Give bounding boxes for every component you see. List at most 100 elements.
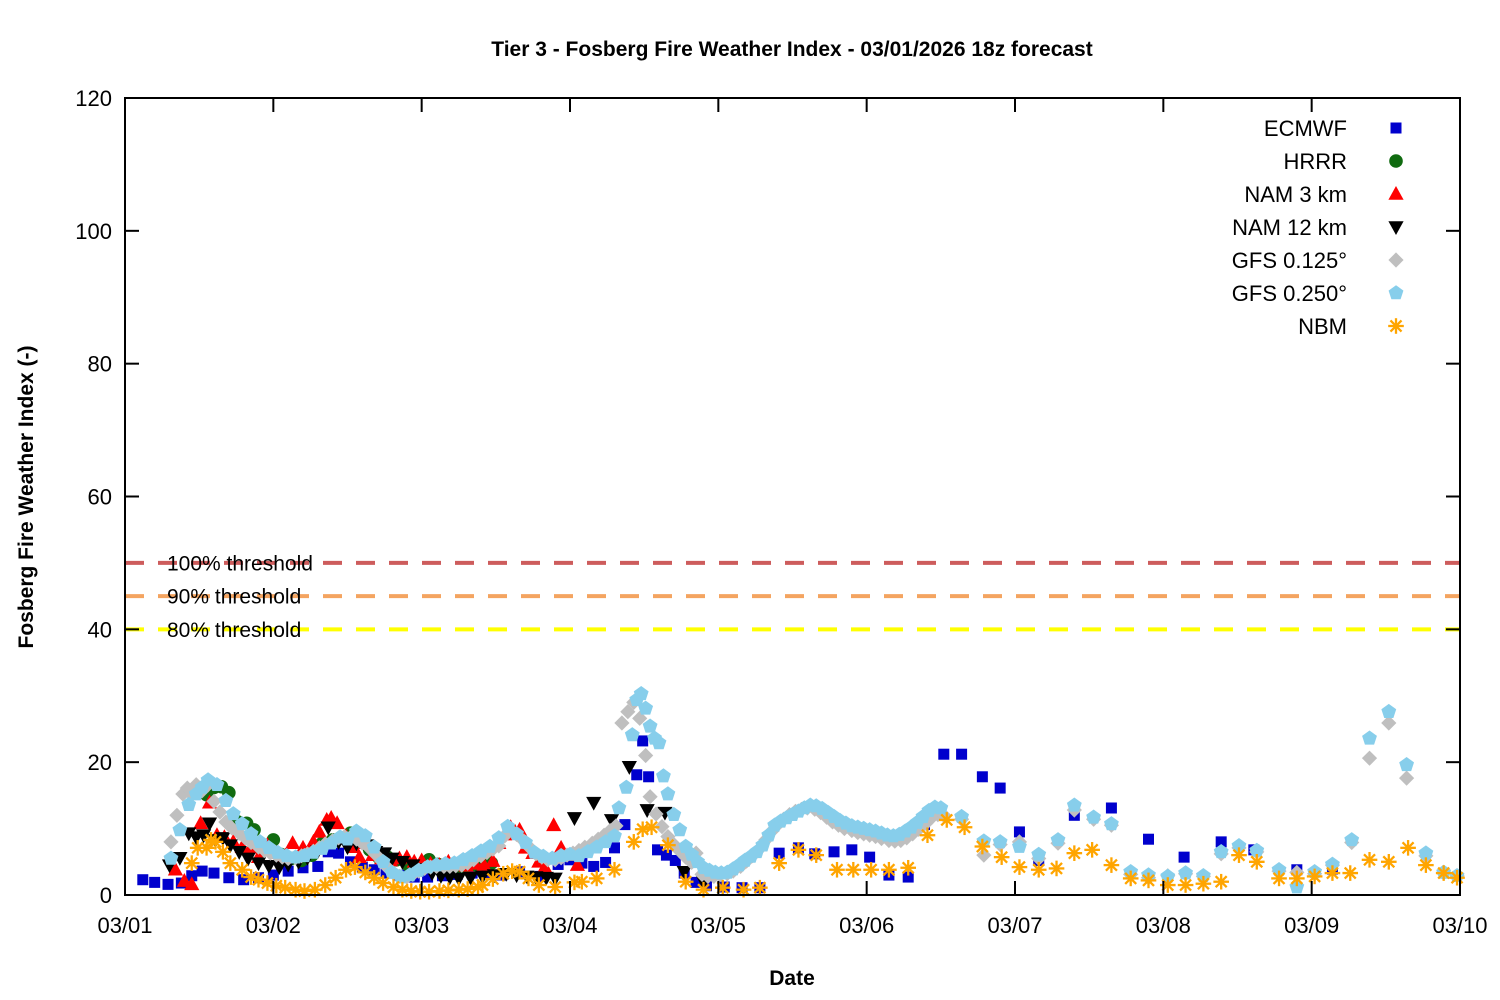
- data-point-marker: [243, 826, 259, 841]
- data-point-marker: [348, 860, 362, 874]
- data-point-marker: [619, 819, 631, 831]
- data-point-marker: [1160, 868, 1176, 883]
- data-point-marker: [1388, 285, 1404, 300]
- data-point-marker: [1050, 832, 1066, 847]
- data-point-marker: [1399, 757, 1415, 772]
- data-point-marker: [672, 822, 688, 837]
- data-point-marker: [422, 871, 434, 883]
- data-point-marker: [1388, 221, 1404, 235]
- threshold-label-40: 80% threshold: [167, 619, 301, 642]
- data-point-marker: [218, 792, 234, 807]
- data-point-marker: [546, 817, 562, 832]
- data-point-marker: [772, 856, 786, 870]
- data-point-marker: [1419, 858, 1433, 872]
- legend-label: NBM: [1298, 314, 1347, 339]
- data-point-marker: [901, 861, 915, 875]
- y-tick-label: 60: [88, 485, 112, 510]
- data-point-marker: [995, 850, 1008, 864]
- data-point-marker: [1215, 836, 1227, 848]
- data-point-marker: [690, 876, 702, 888]
- legend-label: NAM 12 km: [1232, 215, 1347, 240]
- data-point-marker: [537, 859, 553, 873]
- data-point-marker: [1418, 845, 1434, 860]
- data-point-marker: [1012, 838, 1027, 853]
- data-point-marker: [614, 715, 630, 731]
- data-point-marker: [329, 871, 342, 885]
- data-point-marker: [1390, 122, 1402, 134]
- data-point-marker: [1343, 866, 1357, 880]
- data-point-marker: [846, 863, 860, 877]
- data-point-marker: [267, 869, 279, 881]
- data-point-marker: [231, 846, 247, 860]
- data-point-marker: [618, 779, 634, 794]
- data-point-marker: [1389, 319, 1403, 333]
- data-point-marker: [669, 854, 681, 866]
- data-point-marker: [1068, 846, 1081, 860]
- x-tick-label: 03/03: [394, 913, 449, 938]
- data-point-marker: [261, 876, 274, 890]
- data-point-marker: [485, 853, 501, 867]
- data-point-marker: [958, 820, 971, 834]
- x-tick-label: 03/02: [246, 913, 301, 938]
- data-point-marker: [660, 786, 676, 801]
- data-point-marker: [348, 831, 364, 847]
- data-point-marker: [181, 796, 197, 811]
- data-point-marker: [1032, 863, 1046, 877]
- y-tick-label: 0: [100, 883, 112, 908]
- data-point-marker: [1308, 870, 1321, 883]
- data-point-marker: [500, 818, 516, 833]
- data-point-marker: [603, 814, 620, 828]
- data-point-marker: [697, 883, 710, 897]
- data-point-marker: [633, 685, 649, 701]
- data-point-marker: [921, 828, 934, 842]
- data-point-marker: [773, 847, 785, 859]
- chart-title: Tier 3 - Fosberg Fire Weather Index - 03…: [491, 38, 1092, 61]
- x-tick-label: 03/06: [839, 913, 894, 938]
- data-point-marker: [792, 843, 805, 857]
- data-point-marker: [828, 846, 840, 858]
- data-point-marker: [225, 806, 241, 821]
- data-point-marker: [588, 860, 600, 872]
- data-point-marker: [1437, 866, 1451, 880]
- data-point-marker: [607, 828, 622, 843]
- data-point-marker: [518, 834, 533, 849]
- data-point-marker: [278, 881, 292, 895]
- data-point-marker: [163, 834, 179, 850]
- data-point-marker: [216, 845, 230, 859]
- threshold-label-45: 90% threshold: [167, 586, 301, 609]
- data-point-marker: [1290, 872, 1304, 885]
- data-point-marker: [1249, 842, 1265, 857]
- x-tick-label: 03/08: [1136, 913, 1191, 938]
- data-point-marker: [642, 718, 658, 733]
- legend-entry-nam-3-km: NAM 3 km: [1244, 182, 1404, 207]
- data-point-marker: [661, 838, 675, 852]
- data-point-marker: [312, 860, 324, 872]
- data-point-marker: [552, 858, 564, 870]
- data-point-marker: [656, 768, 671, 783]
- data-point-marker: [234, 816, 250, 831]
- data-point-marker: [830, 863, 844, 877]
- data-point-marker: [367, 871, 381, 885]
- data-point-marker: [208, 867, 220, 879]
- y-tick-label: 80: [88, 352, 112, 377]
- data-point-marker: [1178, 865, 1193, 880]
- data-point-marker: [376, 876, 390, 890]
- data-point-marker: [1325, 856, 1340, 871]
- data-point-marker: [486, 872, 500, 886]
- legend-entry-gfs-0-250-: GFS 0.250°: [1232, 281, 1404, 306]
- data-point-marker: [162, 878, 174, 890]
- data-point-marker: [238, 874, 250, 886]
- data-point-marker: [1361, 750, 1378, 766]
- data-point-marker: [864, 851, 876, 863]
- data-point-marker: [261, 859, 277, 874]
- data-point-marker: [676, 865, 692, 880]
- data-point-marker: [636, 822, 650, 836]
- data-point-marker: [149, 876, 161, 888]
- data-point-marker: [864, 863, 878, 877]
- data-point-marker: [976, 847, 992, 863]
- data-point-marker: [654, 818, 670, 835]
- data-point-marker: [1232, 848, 1246, 862]
- data-point-marker: [297, 862, 309, 874]
